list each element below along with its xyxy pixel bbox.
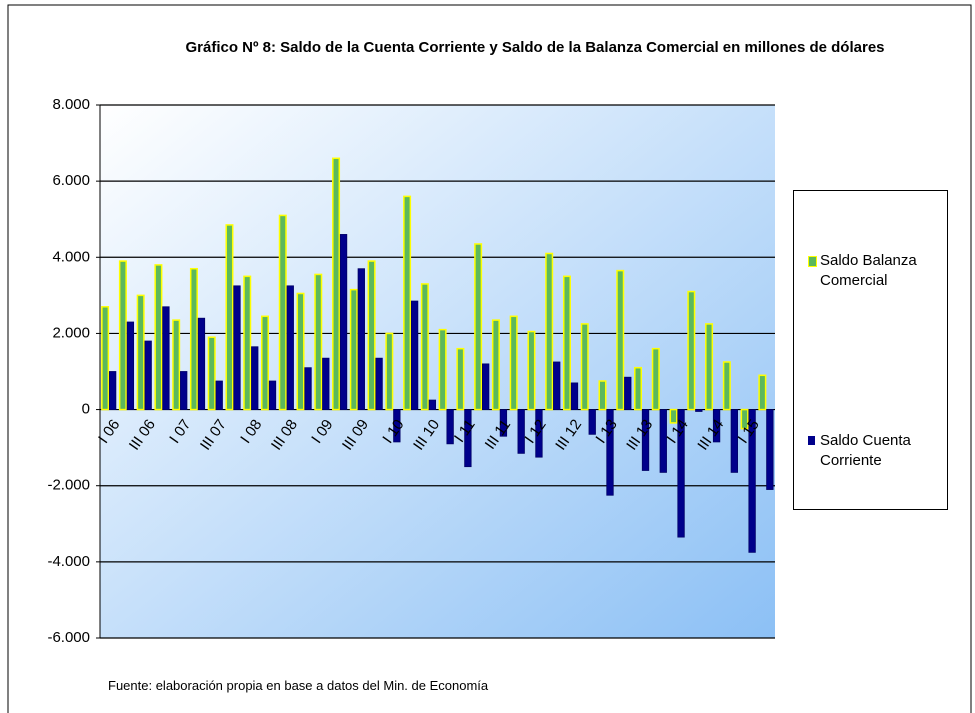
legend-entry: Saldo Cuenta Corriente [808, 431, 950, 471]
bar [740, 408, 749, 430]
y-tick-label: 4.000 [52, 248, 90, 265]
bar [598, 380, 607, 411]
bar [634, 366, 643, 411]
bar [438, 328, 447, 411]
bar [491, 319, 500, 411]
bar [695, 409, 703, 412]
bar [101, 306, 110, 411]
bar [197, 317, 206, 410]
bar [339, 234, 348, 410]
bar [659, 409, 667, 473]
bar [304, 367, 312, 410]
bar [651, 347, 660, 411]
bar [332, 157, 341, 411]
y-tick-label: -4.000 [47, 553, 90, 570]
legend-swatch [808, 256, 817, 267]
bar [385, 332, 394, 411]
y-tick-label: 8.000 [52, 96, 90, 113]
bar [243, 275, 252, 411]
bar [545, 252, 554, 411]
bar [570, 382, 579, 410]
bar [428, 399, 437, 410]
bar [562, 275, 571, 411]
bar [456, 347, 465, 411]
bar [705, 323, 714, 411]
bar [482, 363, 490, 410]
bar [766, 409, 774, 490]
bar [172, 319, 181, 411]
bar [314, 273, 323, 411]
bar [126, 321, 135, 410]
source-note: Fuente: elaboración propia en base a dat… [108, 678, 489, 693]
bar [278, 214, 287, 411]
bar [722, 361, 731, 411]
chart-title: Gráfico Nº 8: Saldo de la Cuenta Corrien… [185, 39, 885, 56]
bar [286, 285, 294, 410]
y-tick-label: 6.000 [52, 172, 90, 189]
bar [261, 315, 269, 411]
bar [641, 409, 650, 471]
bar [446, 409, 454, 445]
bar [464, 409, 472, 468]
bar [154, 264, 163, 411]
bar [357, 268, 365, 410]
bar [322, 357, 330, 410]
bar [410, 300, 419, 410]
bar [207, 336, 216, 411]
bar [144, 340, 152, 410]
bar [517, 409, 525, 454]
bar [367, 260, 376, 411]
bar [669, 408, 678, 424]
y-tick-label: -2.000 [47, 477, 90, 494]
bar [225, 224, 234, 411]
bar [527, 330, 536, 411]
y-tick-label: -6.000 [47, 629, 90, 646]
bar [588, 409, 596, 435]
bar [758, 374, 767, 411]
bar [580, 323, 589, 411]
bar [606, 409, 614, 496]
bar [233, 285, 241, 410]
y-tick-label: 2.000 [52, 324, 90, 341]
bar [180, 371, 188, 410]
bar [136, 294, 145, 411]
bar [624, 376, 632, 410]
legend: Saldo Balanza Comercial Saldo Cuenta Cor… [793, 190, 948, 510]
bar [375, 357, 383, 410]
y-tick-label: 0 [82, 401, 90, 418]
bar [296, 292, 305, 411]
bar [499, 409, 508, 437]
bar [215, 380, 223, 410]
legend-entry: Saldo Balanza Comercial [808, 251, 950, 291]
bar [251, 346, 259, 410]
bar [730, 409, 738, 473]
bar [712, 409, 721, 443]
bar [677, 409, 685, 538]
bar [162, 306, 170, 410]
bar [349, 288, 358, 411]
bar [509, 315, 518, 411]
legend-label: Saldo Balanza Comercial [820, 252, 917, 289]
bar [393, 409, 401, 443]
bar [268, 380, 277, 410]
legend-label: Saldo Cuenta Corriente [820, 432, 911, 469]
bar [616, 269, 625, 411]
bar [535, 409, 543, 458]
bar [118, 260, 127, 411]
legend-swatch [808, 436, 815, 445]
bar [474, 243, 483, 411]
bar [748, 409, 756, 553]
bar [108, 371, 117, 410]
bar [553, 361, 561, 410]
bar [189, 267, 198, 411]
bar [687, 290, 696, 411]
bar [403, 195, 412, 411]
bar [420, 283, 429, 411]
